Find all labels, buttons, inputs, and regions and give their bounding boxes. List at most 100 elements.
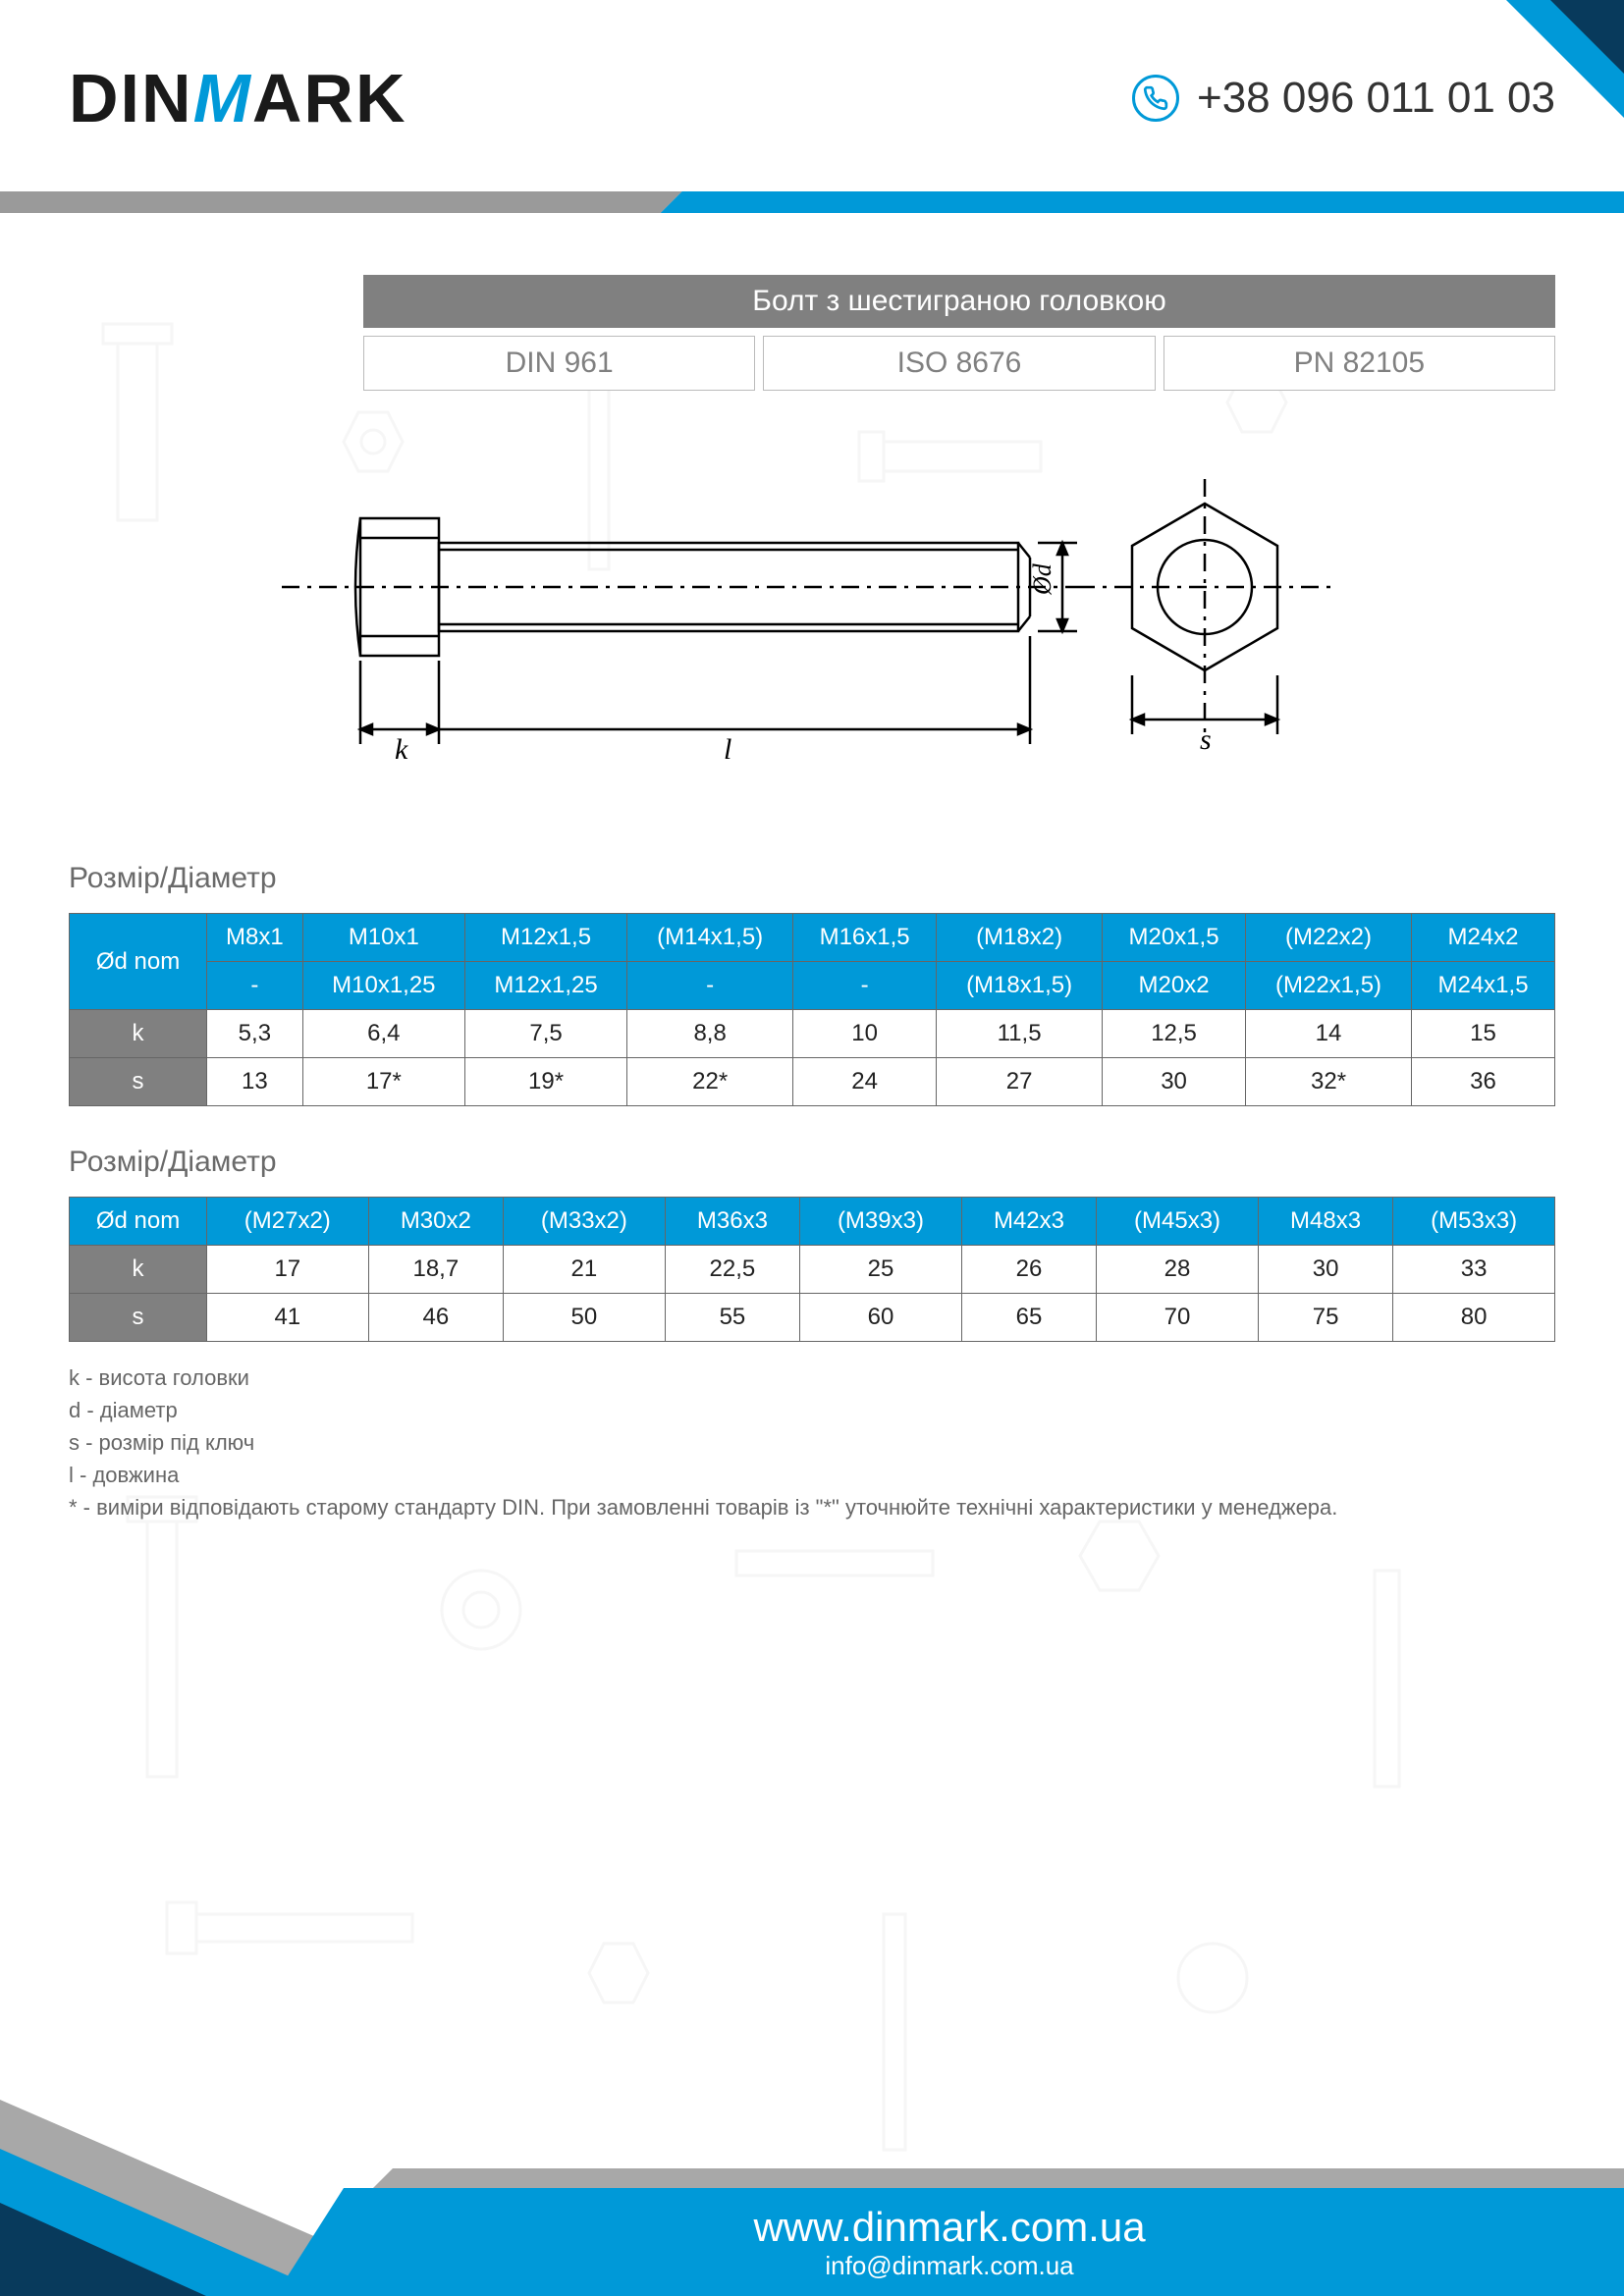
t1-header-d: Ød nom [70, 914, 207, 1010]
t1-k-6: 12,5 [1103, 1010, 1246, 1058]
t1-k-5: 11,5 [937, 1010, 1103, 1058]
t1-r2-8: M24x1,5 [1412, 962, 1555, 1010]
t2-d-3: M36x3 [665, 1198, 799, 1246]
t1-r2-3: - [627, 962, 793, 1010]
dim-d-label: Ød [1028, 562, 1056, 596]
t2-d-4: (M39x3) [800, 1198, 962, 1246]
t1-r1-4: M16x1,5 [793, 914, 937, 962]
t1-s-4: 24 [793, 1058, 937, 1106]
t2-k-3: 22,5 [665, 1246, 799, 1294]
t1-r1-5: (M18x2) [937, 914, 1103, 962]
t1-r2-5: (M18x1,5) [937, 962, 1103, 1010]
t2-d-1: M30x2 [368, 1198, 503, 1246]
t1-r2-1: M10x1,25 [302, 962, 464, 1010]
t2-d-0: (M27x2) [207, 1198, 369, 1246]
t1-r1-8: M24x2 [1412, 914, 1555, 962]
footer-email: info@dinmark.com.ua [825, 2251, 1073, 2281]
header: DINMARK +38 096 011 01 03 [0, 0, 1624, 196]
legend-line-2: s - розмір під ключ [69, 1426, 1555, 1459]
t1-r2-4: - [793, 962, 937, 1010]
t1-r1-6: M20x1,5 [1103, 914, 1246, 962]
t2-s-label: s [70, 1294, 207, 1342]
t2-k-0: 17 [207, 1246, 369, 1294]
t1-s-3: 22* [627, 1058, 793, 1106]
spec-table-2: Ød nom (M27x2) M30x2 (M33x2) M36x3 (M39x… [69, 1197, 1555, 1342]
t2-d-2: (M33x2) [504, 1198, 666, 1246]
footer-grey-stripe [373, 2168, 1624, 2188]
t1-k-1: 6,4 [302, 1010, 464, 1058]
standards-row: DIN 961 ISO 8676 PN 82105 [363, 336, 1555, 391]
t1-k-4: 10 [793, 1010, 937, 1058]
phone: +38 096 011 01 03 [1132, 74, 1555, 123]
t1-s-0: 13 [207, 1058, 303, 1106]
phone-number: +38 096 011 01 03 [1197, 74, 1555, 123]
t1-k-0: 5,3 [207, 1010, 303, 1058]
logo-pre: DIN [69, 60, 193, 136]
t2-s-6: 70 [1097, 1294, 1259, 1342]
t2-d-5: M42x3 [961, 1198, 1096, 1246]
t2-k-1: 18,7 [368, 1246, 503, 1294]
t1-r2-7: (M22x1,5) [1246, 962, 1412, 1010]
section-title-1: Розмір/Діаметр [69, 862, 1555, 895]
footer-url: www.dinmark.com.ua [753, 2204, 1145, 2251]
t1-r2-2: M12x1,25 [464, 962, 626, 1010]
t2-s-7: 75 [1258, 1294, 1392, 1342]
t2-s-8: 80 [1393, 1294, 1555, 1342]
t1-s-8: 36 [1412, 1058, 1555, 1106]
t1-s-1: 17* [302, 1058, 464, 1106]
t2-s-5: 65 [961, 1294, 1096, 1342]
t2-k-8: 33 [1393, 1246, 1555, 1294]
technical-diagram: k l Ød s [69, 450, 1555, 823]
section-title-2: Розмір/Діаметр [69, 1146, 1555, 1179]
footer-tri-dark [0, 2203, 206, 2296]
legend-line-1: d - діаметр [69, 1394, 1555, 1426]
t1-r1-1: M10x1 [302, 914, 464, 962]
t2-s-4: 60 [800, 1294, 962, 1342]
t2-s-1: 46 [368, 1294, 503, 1342]
t2-d-6: (M45x3) [1097, 1198, 1259, 1246]
standard-iso: ISO 8676 [763, 336, 1155, 391]
t1-s-label: s [70, 1058, 207, 1106]
t2-s-0: 41 [207, 1294, 369, 1342]
t2-k-6: 28 [1097, 1246, 1259, 1294]
footer-bar: www.dinmark.com.ua info@dinmark.com.ua [275, 2188, 1624, 2296]
legend-line-4: * - виміри відповідають старому стандарт… [69, 1491, 1555, 1523]
t1-s-5: 27 [937, 1058, 1103, 1106]
t1-k-8: 15 [1412, 1010, 1555, 1058]
t1-k-2: 7,5 [464, 1010, 626, 1058]
t1-s-6: 30 [1103, 1058, 1246, 1106]
footer: www.dinmark.com.ua info@dinmark.com.ua [0, 2149, 1624, 2296]
t1-r1-3: (M14x1,5) [627, 914, 793, 962]
t1-r2-0: - [207, 962, 303, 1010]
t2-s-3: 55 [665, 1294, 799, 1342]
t2-d-7: M48x3 [1258, 1198, 1392, 1246]
legend-line-3: l - довжина [69, 1459, 1555, 1491]
t2-s-2: 50 [504, 1294, 666, 1342]
standard-din: DIN 961 [363, 336, 755, 391]
spec-table-1: Ød nom M8x1 M10x1 M12x1,5 (M14x1,5) M16x… [69, 913, 1555, 1106]
phone-icon [1132, 75, 1179, 122]
logo-m: M [193, 60, 252, 136]
t1-k-7: 14 [1246, 1010, 1412, 1058]
logo: DINMARK [69, 59, 407, 137]
dim-k-label: k [395, 733, 408, 766]
t1-r2-6: M20x2 [1103, 962, 1246, 1010]
dim-s-label: s [1200, 723, 1212, 756]
logo-post: ARK [252, 60, 407, 136]
t2-k-4: 25 [800, 1246, 962, 1294]
t2-k-label: k [70, 1246, 207, 1294]
t2-d-8: (M53x3) [1393, 1198, 1555, 1246]
corner-accent-dark [1550, 0, 1624, 74]
t1-r1-0: M8x1 [207, 914, 303, 962]
legend-line-0: k - висота головки [69, 1362, 1555, 1394]
t2-k-5: 26 [961, 1246, 1096, 1294]
t2-k-7: 30 [1258, 1246, 1392, 1294]
standard-pn: PN 82105 [1164, 336, 1555, 391]
t1-r1-7: (M22x2) [1246, 914, 1412, 962]
t2-k-2: 21 [504, 1246, 666, 1294]
t1-s-2: 19* [464, 1058, 626, 1106]
dim-l-label: l [724, 733, 731, 766]
t1-s-7: 32* [1246, 1058, 1412, 1106]
t1-k-label: k [70, 1010, 207, 1058]
t1-k-3: 8,8 [627, 1010, 793, 1058]
